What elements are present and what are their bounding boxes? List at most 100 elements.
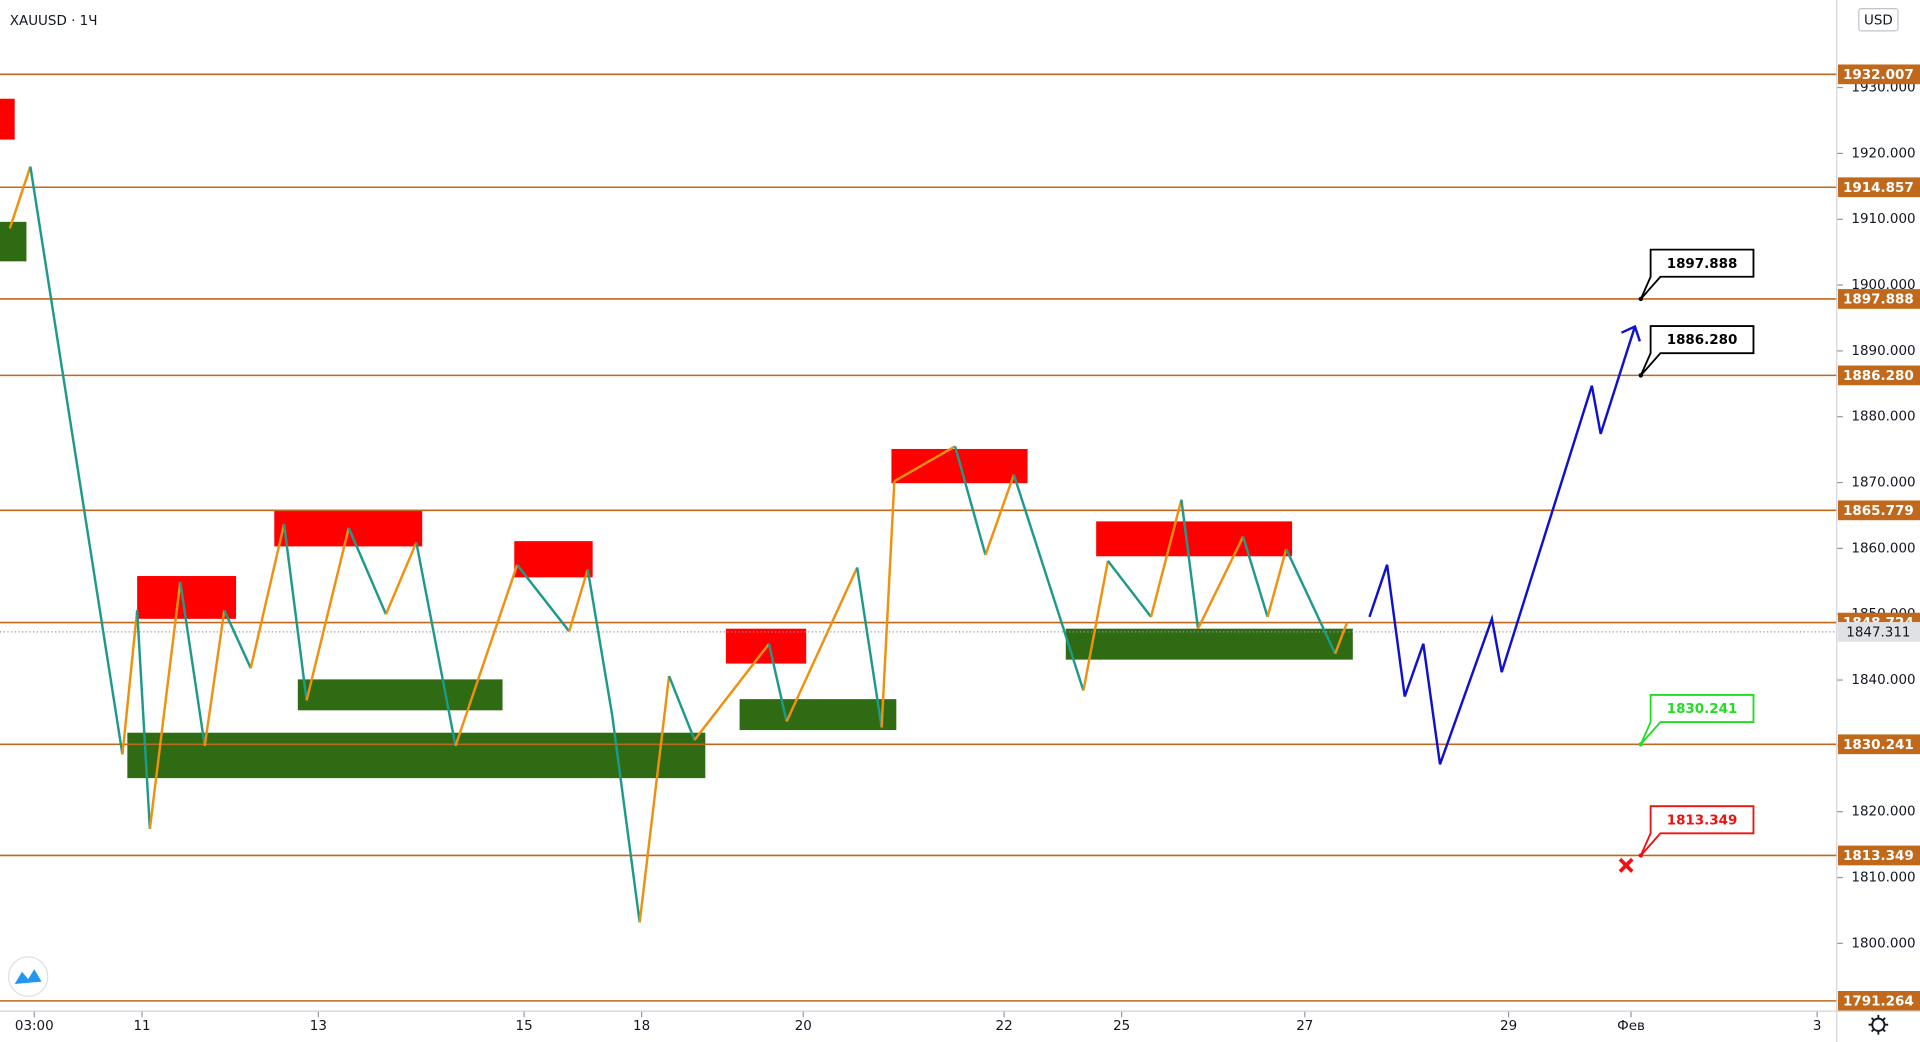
zigzag-segment (893, 445, 956, 483)
demand-zone (1065, 628, 1353, 660)
zigzag-segment (638, 675, 671, 923)
level-label: 1897.888 (1843, 292, 1914, 308)
y-tick-label: 1820.000 (1851, 804, 1915, 820)
callout-label: 1897.888 (1667, 256, 1738, 272)
y-tick-label: 1890.000 (1851, 343, 1915, 359)
x-tick-label: 13 (310, 1018, 327, 1034)
supply-zone (1096, 521, 1293, 557)
level-label: 1865.779 (1843, 503, 1914, 519)
zigzag-segment (516, 564, 571, 633)
level-badge (1837, 365, 1920, 386)
level-label: 1914.857 (1843, 180, 1914, 196)
zigzag-segment (880, 481, 896, 728)
zigzag-segment (1241, 536, 1269, 618)
zigzag-segment (855, 567, 883, 728)
zigzag-segment (305, 527, 350, 701)
zigzag-segment (785, 566, 859, 723)
y-tick-label: 1840.000 (1851, 672, 1915, 688)
symbol-title[interactable]: XAUUSD · 1Ч (10, 13, 98, 29)
supply-zone (137, 576, 237, 619)
callout-box (1639, 248, 1755, 300)
zigzag-segment (29, 166, 124, 755)
y-tick-label: 1920.000 (1851, 145, 1915, 161)
logo[interactable] (7, 956, 49, 997)
x-tick-label: 3 (1813, 1018, 1822, 1034)
forecast-path (1368, 326, 1637, 765)
y-tick-label: 1900.000 (1851, 277, 1915, 293)
stop-cross (1618, 857, 1634, 873)
callout-anchor (1638, 373, 1644, 378)
zigzag-segment (223, 609, 252, 669)
callout-anchor (1638, 296, 1644, 302)
x-tick-label: 18 (633, 1018, 650, 1034)
zigzag-segment (454, 564, 519, 747)
callout-anchor (1638, 742, 1644, 747)
zigzag-segment (1106, 560, 1152, 618)
level-badge (1837, 991, 1920, 1011)
zigzag-segment (415, 542, 457, 747)
x-tick-label: 27 (1296, 1018, 1313, 1034)
currency-label: USD (1864, 12, 1893, 28)
level-label: 1791.264 (1843, 993, 1914, 1009)
zigzag-segment (1334, 622, 1349, 655)
logo-circle[interactable] (7, 956, 49, 997)
level-badge (1837, 64, 1920, 85)
zigzag-segment (148, 581, 182, 829)
x-tick-label: 20 (795, 1018, 812, 1034)
zigzag-segment (1285, 548, 1337, 655)
level-label: 1886.280 (1843, 368, 1914, 384)
demand-zone (739, 699, 897, 731)
zigzag-segment (121, 610, 139, 755)
zigzag-segment (984, 474, 1016, 556)
zigzag-segment (586, 569, 614, 716)
zigzag-segment (667, 675, 696, 741)
zigzag-segment (384, 541, 418, 615)
callout-anchor (1638, 853, 1644, 858)
zigzag-segment (953, 446, 987, 556)
demand-zone (0, 221, 27, 262)
demand-zone (127, 732, 706, 779)
x-tick-label: 11 (133, 1018, 150, 1034)
callout-box (1639, 805, 1755, 857)
zigzag-segment (1149, 499, 1183, 618)
zigzag-segment (567, 569, 589, 632)
level-badge (1837, 845, 1920, 866)
logo-mark (14, 969, 42, 985)
zigzag-segment (8, 166, 32, 229)
supply-zone (0, 98, 15, 140)
x-tick-label: 29 (1500, 1018, 1517, 1034)
y-tick-label: 1880.000 (1851, 409, 1915, 425)
level-label: 1932.007 (1843, 67, 1914, 83)
current-price-label: 1847.311 (1846, 624, 1910, 640)
x-tick-label: 03:00 (15, 1018, 54, 1034)
zigzag-segment (179, 581, 206, 747)
x-tick-label: 25 (1113, 1018, 1130, 1034)
zigzag-segment (249, 523, 286, 669)
y-tick-label: 1810.000 (1851, 870, 1915, 886)
current-price-badge (1837, 622, 1920, 642)
zigzag-segment (203, 610, 226, 747)
settings-icon[interactable] (1868, 1014, 1889, 1035)
zigzag-segment (1082, 560, 1110, 691)
zigzag-segment (1180, 499, 1200, 629)
zigzag-segment (693, 643, 770, 741)
callout-box (1639, 325, 1755, 376)
zigzag-segment (1266, 548, 1288, 618)
y-tick-label: 1870.000 (1851, 475, 1915, 491)
level-badge (1837, 289, 1920, 309)
x-tick-label: Фев (1617, 1018, 1645, 1034)
zigzag-segment (282, 523, 308, 701)
callout-box (1639, 694, 1755, 745)
callout-label: 1813.349 (1667, 812, 1738, 828)
gear-teeth (1868, 1014, 1889, 1035)
level-badge (1837, 734, 1920, 755)
y-tick-label: 1910.000 (1851, 211, 1915, 227)
level-badge (1837, 500, 1920, 521)
zigzag-segment (1012, 474, 1085, 691)
x-tick-label: 15 (516, 1018, 533, 1034)
currency-badge[interactable] (1858, 8, 1899, 32)
zigzag-segment (1196, 535, 1245, 630)
x-tick-label: 22 (996, 1018, 1013, 1034)
